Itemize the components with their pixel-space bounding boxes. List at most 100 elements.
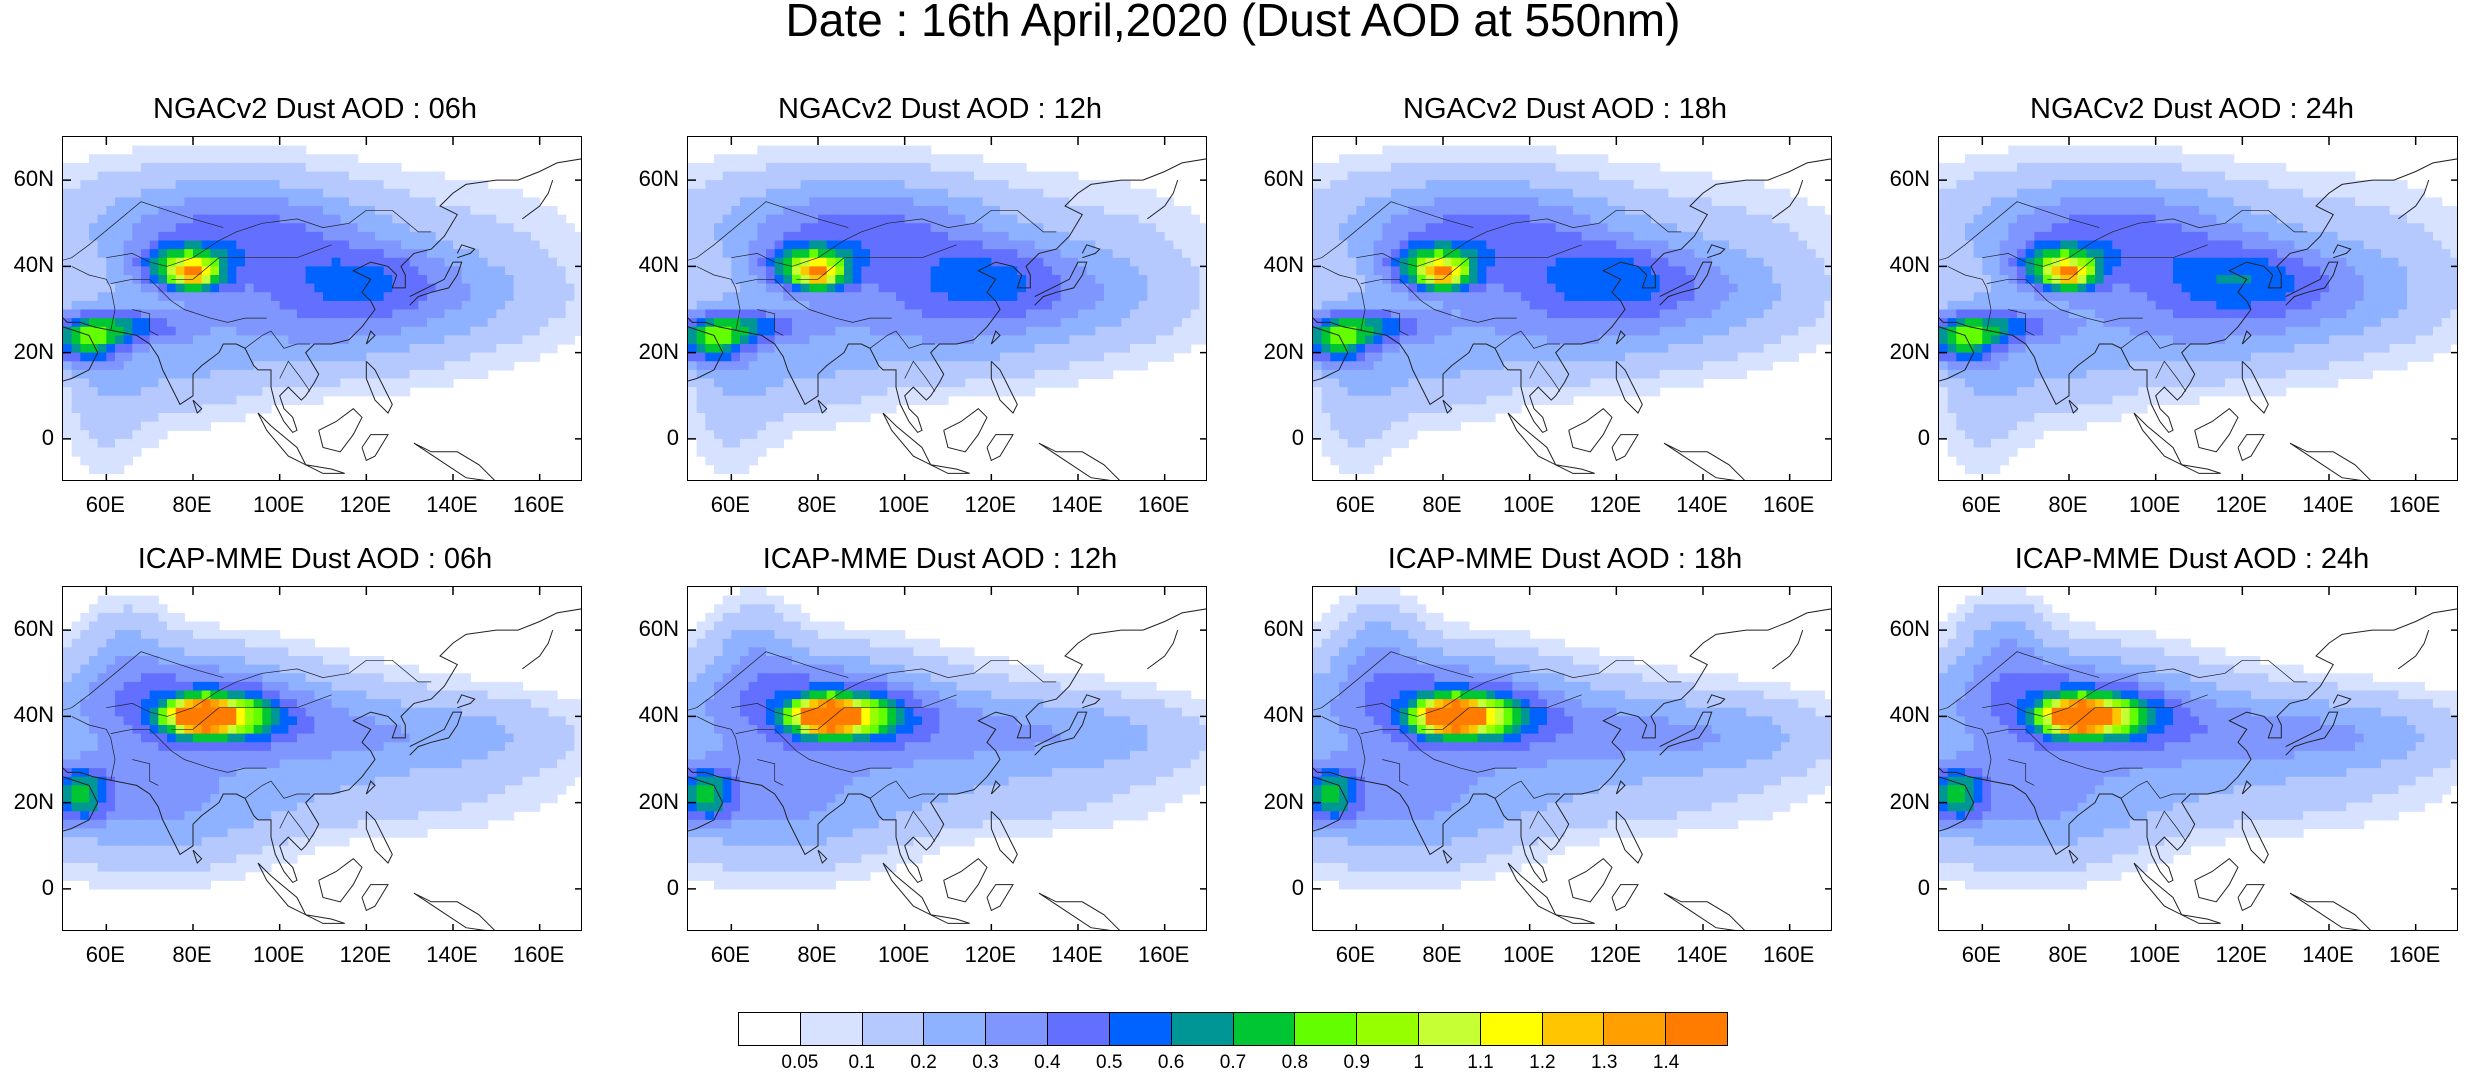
aod-cell (688, 275, 697, 284)
aod-cell (1147, 344, 1156, 353)
aod-cell (176, 163, 185, 172)
aod-cell (983, 344, 992, 353)
aod-cell (853, 249, 862, 258)
aod-cell (1634, 335, 1643, 344)
aod-cell (1573, 180, 1582, 189)
aod-cell (1356, 361, 1365, 370)
aod-cell (991, 163, 1000, 172)
aod-cell (1686, 310, 1695, 319)
aod-cell (106, 404, 115, 413)
aod-cell (1165, 266, 1174, 275)
aod-cell (1322, 172, 1331, 181)
aod-cell (427, 206, 436, 215)
aod-cell (1434, 353, 1443, 362)
aod-cell (879, 379, 888, 388)
aod-cell (957, 353, 966, 362)
aod-cell (124, 258, 133, 267)
aod-cell (1095, 327, 1104, 336)
aod-cell (1504, 404, 1513, 413)
aod-cell (89, 361, 98, 370)
aod-cell (931, 370, 940, 379)
aod-cell (115, 465, 124, 474)
aod-cell (757, 215, 766, 224)
aod-cell (1356, 206, 1365, 215)
aod-cell (401, 215, 410, 224)
aod-cell (922, 318, 931, 327)
aod-cell (835, 172, 844, 181)
aod-cell (1616, 215, 1625, 224)
aod-cell (1061, 370, 1070, 379)
aod-cell (314, 335, 323, 344)
aod-cell (1095, 370, 1104, 379)
aod-cell (1434, 387, 1443, 396)
aod-cell (98, 249, 107, 258)
aod-cell (418, 223, 427, 232)
aod-cell (1426, 387, 1435, 396)
aod-cell (1712, 215, 1721, 224)
aod-cell (288, 396, 297, 405)
aod-cell (879, 197, 888, 206)
aod-cell (714, 465, 723, 474)
aod-cell (766, 241, 775, 250)
aod-cell (801, 232, 810, 241)
aod-cell (1339, 361, 1348, 370)
aod-cell (1634, 197, 1643, 206)
aod-cell (1400, 301, 1409, 310)
aod-cell (1356, 430, 1365, 439)
aod-cell (714, 456, 723, 465)
aod-cell (1521, 353, 1530, 362)
aod-cell (150, 396, 159, 405)
aod-cell (1573, 370, 1582, 379)
aod-cell (1322, 163, 1331, 172)
aod-cell (757, 241, 766, 250)
aod-cell (323, 249, 332, 258)
aod-cell (124, 206, 133, 215)
aod-cell (1651, 379, 1660, 388)
aod-cell (1460, 396, 1469, 405)
aod-cell (1382, 215, 1391, 224)
aod-cell (1625, 223, 1634, 232)
aod-cell (184, 249, 193, 258)
aod-cell (297, 163, 306, 172)
aod-cell (740, 413, 749, 422)
aod-cell (63, 223, 72, 232)
aod-cell (1417, 361, 1426, 370)
aod-cell (332, 310, 341, 319)
aod-cell (991, 249, 1000, 258)
aod-cell (496, 301, 505, 310)
aod-cell (63, 215, 72, 224)
aod-cell (392, 232, 401, 241)
aod-cell (1651, 387, 1660, 396)
aod-cell (158, 232, 167, 241)
aod-cell (375, 327, 384, 336)
aod-cell (1130, 249, 1139, 258)
aod-cell (1573, 327, 1582, 336)
aod-cell (349, 241, 358, 250)
aod-cell (1348, 422, 1357, 431)
aod-cell (887, 154, 896, 163)
aod-cell (1608, 370, 1617, 379)
aod-cell (1599, 275, 1608, 284)
aod-cell (1322, 361, 1331, 370)
aod-cell (453, 310, 462, 319)
aod-cell (540, 310, 549, 319)
aod-cell (870, 310, 879, 319)
aod-cell (879, 241, 888, 250)
aod-cell (228, 197, 237, 206)
aod-cell (1720, 275, 1729, 284)
aod-cell (905, 180, 914, 189)
aod-cell (228, 258, 237, 267)
aod-cell (1703, 284, 1712, 293)
aod-cell (688, 310, 697, 319)
aod-cell (1486, 163, 1495, 172)
aod-cell (948, 284, 957, 293)
aod-cell (297, 301, 306, 310)
aod-cell (1478, 387, 1487, 396)
aod-cell (470, 327, 479, 336)
aod-cell (1729, 335, 1738, 344)
aod-cell (254, 370, 263, 379)
aod-cell (1121, 275, 1130, 284)
aod-cell (219, 206, 228, 215)
aod-cell (306, 180, 315, 189)
aod-cell (1434, 223, 1443, 232)
